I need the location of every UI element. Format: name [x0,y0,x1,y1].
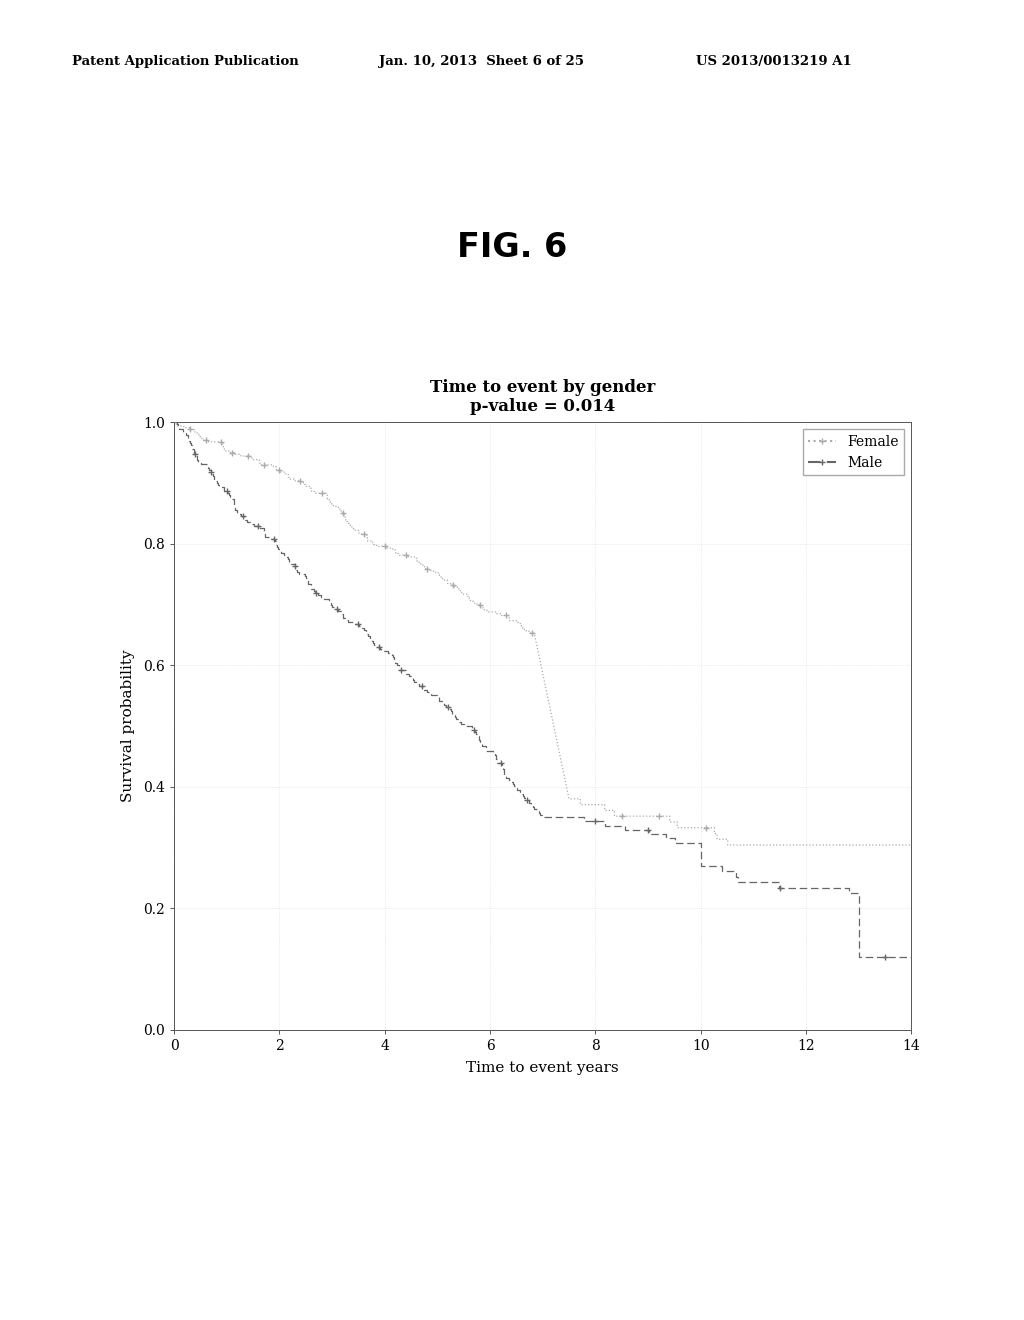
Text: Patent Application Publication: Patent Application Publication [72,55,298,69]
Title: Time to event by gender
p-value = 0.014: Time to event by gender p-value = 0.014 [430,379,655,416]
Text: US 2013/0013219 A1: US 2013/0013219 A1 [696,55,852,69]
Text: Jan. 10, 2013  Sheet 6 of 25: Jan. 10, 2013 Sheet 6 of 25 [379,55,584,69]
Legend: Female, Male: Female, Male [803,429,904,475]
Y-axis label: Survival probability: Survival probability [121,649,135,803]
Text: FIG. 6: FIG. 6 [457,231,567,264]
X-axis label: Time to event years: Time to event years [466,1061,620,1074]
